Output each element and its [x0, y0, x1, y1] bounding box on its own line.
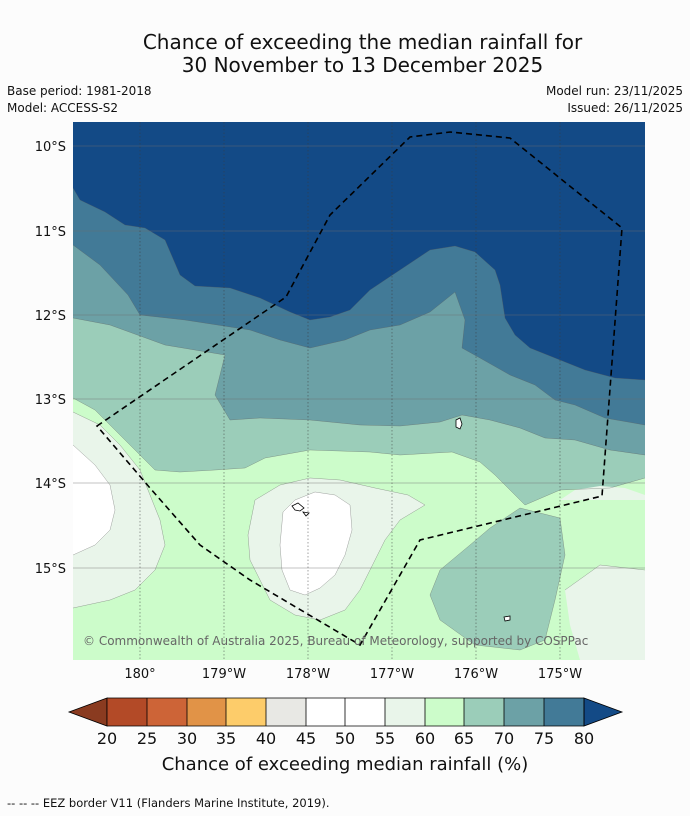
colorbar-tick-35: 35 [216, 729, 236, 748]
islands [291, 417, 511, 622]
colorbar-swatch-30-35 [187, 698, 227, 726]
zone-55-60-west [73, 412, 165, 608]
colorbar-tick-50: 50 [335, 729, 355, 748]
colorbar-tick-40: 40 [256, 729, 276, 748]
map-title: Chance of exceeding the median rainfall … [0, 31, 690, 77]
longitude-labels: 180° 179°W 178°W 177°W 176°W 175°W [124, 667, 582, 682]
copyright-text: © Commonwealth of Australia 2025, Bureau… [83, 634, 588, 648]
colorbar-swatch-75-80 [544, 698, 584, 726]
colorbar-tick-70: 70 [494, 729, 514, 748]
colorbar-swatch-65-70 [464, 698, 504, 726]
colorbar-tick-60: 60 [415, 729, 435, 748]
colorbar-swatch-55-60 [385, 698, 425, 726]
footer-eez-note: -- -- -- EEZ border V11 (Flanders Marine… [7, 796, 330, 810]
issued-date: Issued: 26/11/2025 [567, 101, 683, 115]
zone-55-60-southeast [565, 565, 645, 660]
lat-label-12s: 12°S [35, 309, 66, 324]
colorbar-ticks: 20 25 30 35 40 45 50 55 60 65 70 75 80 [97, 729, 594, 748]
colorbar-swatch-20-25 [107, 698, 147, 726]
zone-65-70-south [430, 508, 565, 650]
base-period: Base period: 1981-2018 [7, 84, 152, 98]
latitude-labels: 10°S 11°S 12°S 13°S 14°S 15°S [35, 140, 66, 577]
lon-label-178w: 178°W [286, 667, 330, 682]
colorbar-swatch-25-30 [147, 698, 187, 726]
colorbar-tick-55: 55 [375, 729, 395, 748]
lon-label-180: 180° [124, 667, 155, 682]
colorbar-swatch-40-45 [266, 698, 306, 726]
colorbar: 20 25 30 35 40 45 50 55 60 65 70 75 80 [67, 697, 624, 748]
zone-45-55-west [73, 445, 115, 555]
colorbar-tick-65: 65 [454, 729, 474, 748]
colorbar-tick-30: 30 [177, 729, 197, 748]
colorbar-tick-25: 25 [137, 729, 157, 748]
colorbar-swatch-70-75 [504, 698, 544, 726]
lon-label-177w: 177°W [370, 667, 414, 682]
map-figure: © Commonwealth of Australia 2025, Bureau… [35, 122, 645, 748]
lon-label-175w: 175°W [538, 667, 582, 682]
lat-label-11s: 11°S [35, 225, 66, 240]
graticule [73, 122, 645, 660]
colorbar-swatch-60-65 [425, 698, 465, 726]
colorbar-dividers [106, 697, 585, 727]
island-north [455, 417, 463, 430]
colorbar-tick-45: 45 [296, 729, 316, 748]
title-line-1: Chance of exceeding the median rainfall … [142, 30, 583, 54]
lat-label-13s: 13°S [35, 393, 66, 408]
lat-label-10s: 10°S [35, 140, 66, 155]
meta-left: Base period: 1981-2018 Model: ACCESS-S2 [7, 83, 152, 117]
island-central [291, 502, 305, 512]
colorbar-label: Chance of exceeding median rainfall (%) [161, 754, 529, 775]
colorbar-swatch-35-40 [226, 698, 266, 726]
lon-label-176w: 176°W [454, 667, 498, 682]
colorbar-tick-80: 80 [574, 729, 594, 748]
contour-lines [73, 187, 645, 651]
meta-right: Model run: 23/11/2025 Issued: 26/11/2025 [546, 83, 683, 117]
lat-label-15s: 15°S [35, 562, 66, 577]
model-name: Model: ACCESS-S2 [7, 101, 119, 115]
eez-border-line [95, 131, 623, 647]
zone-45-55-center [280, 492, 352, 595]
lat-label-14s: 14°S [35, 477, 66, 492]
colorbar-below-20-arrow [67, 697, 108, 727]
lon-label-179w: 179°W [202, 667, 246, 682]
colorbar-above-80-arrow [583, 697, 624, 727]
island-central-small [302, 511, 310, 517]
model-run: Model run: 23/11/2025 [545, 84, 683, 98]
title-line-2: 30 November to 13 December 2025 [181, 53, 544, 77]
colorbar-tick-75: 75 [534, 729, 554, 748]
colorbar-swatch-45-50 [306, 698, 346, 726]
colorbar-swatch-50-55 [345, 698, 385, 726]
zone-above-80 [73, 122, 645, 380]
island-south [503, 615, 511, 622]
rainfall-map: © Commonwealth of Australia 2025, Bureau… [73, 122, 645, 660]
colorbar-tick-20: 20 [97, 729, 117, 748]
